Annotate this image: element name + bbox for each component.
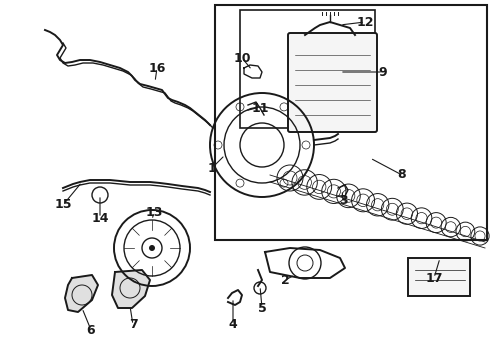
Bar <box>408 258 470 296</box>
Text: 17: 17 <box>425 271 443 284</box>
Text: 13: 13 <box>146 206 163 219</box>
FancyBboxPatch shape <box>288 33 377 132</box>
Text: 6: 6 <box>87 324 96 337</box>
Bar <box>240 10 375 128</box>
Polygon shape <box>112 270 150 308</box>
Text: 4: 4 <box>229 319 237 332</box>
Text: 15: 15 <box>54 198 72 211</box>
Text: 11: 11 <box>251 102 269 114</box>
Text: 5: 5 <box>258 302 267 315</box>
Circle shape <box>149 245 155 251</box>
Text: 14: 14 <box>91 211 109 225</box>
Text: 7: 7 <box>129 319 137 332</box>
Polygon shape <box>65 275 98 312</box>
Text: 1: 1 <box>208 162 217 175</box>
Text: 10: 10 <box>233 51 251 64</box>
Text: 2: 2 <box>281 274 290 287</box>
Bar <box>215 5 487 240</box>
Text: 12: 12 <box>356 15 374 28</box>
Text: 3: 3 <box>339 194 347 207</box>
Text: 8: 8 <box>398 168 406 181</box>
Text: 16: 16 <box>148 62 166 75</box>
Text: 9: 9 <box>379 66 387 78</box>
